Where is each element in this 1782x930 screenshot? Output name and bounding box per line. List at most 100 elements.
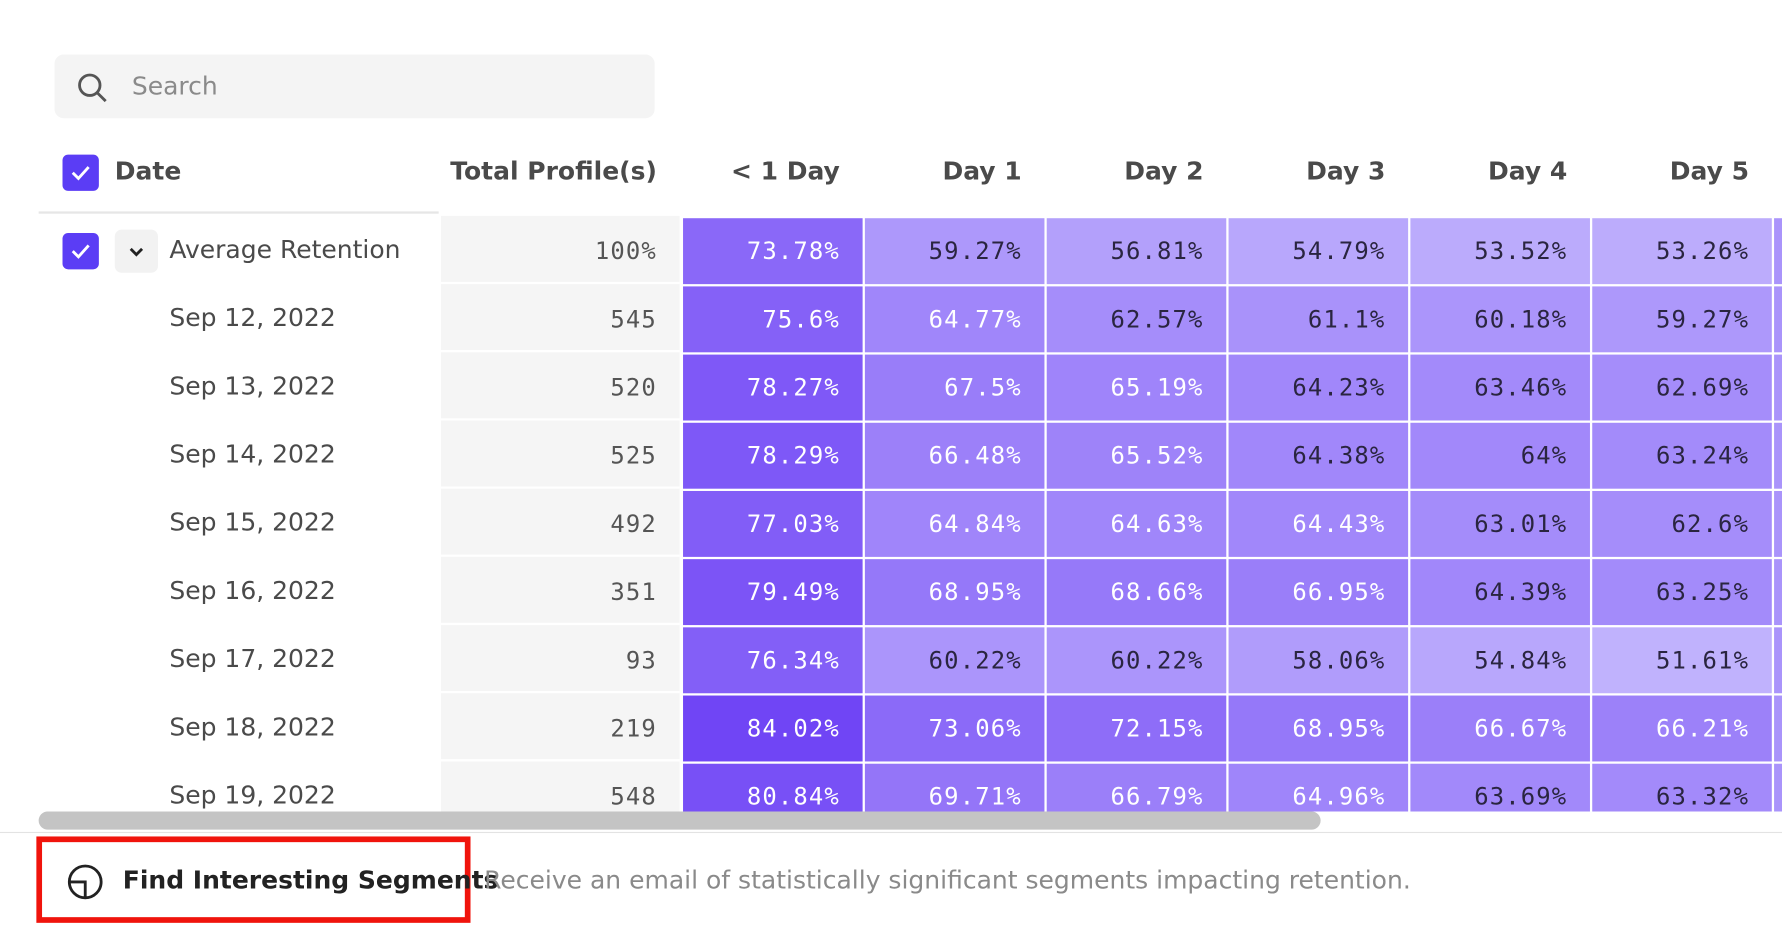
cut-column — [1774, 695, 1782, 762]
retention-cell[interactable]: 73.06% — [864, 695, 1045, 762]
find-segments-button[interactable]: Find Interesting Segments — [122, 867, 499, 896]
retention-cell[interactable]: 64.63% — [1046, 490, 1227, 557]
retention-cell[interactable]: 64.77% — [864, 286, 1045, 353]
retention-cell[interactable]: 58.06% — [1228, 627, 1409, 694]
total-cell: 219 — [610, 714, 657, 743]
retention-cell[interactable]: 78.27% — [683, 354, 863, 421]
column-header: < 1 Day — [730, 157, 840, 187]
scrollbar[interactable] — [38, 811, 1321, 830]
retention-cell[interactable]: 68.66% — [1046, 559, 1227, 626]
retention-cell[interactable]: 66.48% — [864, 422, 1045, 489]
total-cell-bg — [440, 352, 680, 421]
retention-cell[interactable]: 64.23% — [1228, 354, 1409, 421]
retention-cell[interactable]: 75.6% — [683, 286, 863, 353]
retention-cell[interactable]: 66.67% — [1410, 695, 1590, 762]
retention-cell[interactable]: 80.84% — [683, 763, 863, 812]
retention-cell[interactable]: 63.46% — [1410, 354, 1590, 421]
retention-cell[interactable]: 61.1% — [1228, 286, 1409, 353]
total-cell: 93 — [625, 646, 657, 674]
column-header: Day 1 — [942, 157, 1022, 187]
total-cell-bg — [440, 284, 680, 353]
retention-cell[interactable]: 51.61% — [1592, 627, 1772, 694]
retention-cell[interactable]: 63.69% — [1410, 763, 1590, 812]
retention-cell[interactable]: 67.5% — [864, 354, 1045, 421]
search-box[interactable] — [54, 54, 655, 119]
retention-cell[interactable]: 62.69% — [1592, 354, 1772, 421]
retention-cell[interactable]: 60.18% — [1410, 286, 1590, 353]
retention-cell[interactable]: 77.03% — [683, 490, 863, 557]
retention-cell[interactable]: 68.95% — [864, 559, 1045, 626]
retention-cell[interactable]: 59.27% — [1592, 286, 1772, 353]
total-cell: 492 — [610, 510, 657, 538]
cut-column — [1774, 218, 1782, 285]
row-checkbox[interactable] — [62, 232, 99, 270]
retention-cell[interactable]: 66.95% — [1228, 559, 1409, 626]
column-header: Date — [114, 157, 182, 187]
select-all-checkbox[interactable] — [62, 154, 99, 191]
search-placeholder: Search — [131, 72, 218, 102]
retention-cell[interactable]: 65.52% — [1046, 422, 1227, 489]
row-label: Sep 15, 2022 — [169, 509, 336, 538]
retention-cell[interactable]: 66.79% — [1046, 763, 1227, 812]
retention-cell[interactable]: 63.24% — [1592, 422, 1772, 489]
retention-cell[interactable]: 54.84% — [1410, 627, 1590, 694]
retention-cell[interactable]: 63.32% — [1592, 763, 1772, 812]
retention-cell[interactable]: 60.22% — [1046, 627, 1227, 694]
retention-cell[interactable]: 62.57% — [1046, 286, 1227, 353]
retention-cell[interactable]: 76.34% — [683, 627, 863, 694]
retention-cell[interactable]: 69.71% — [864, 763, 1045, 812]
row-label: Sep 17, 2022 — [169, 645, 336, 674]
cut-column — [1774, 422, 1782, 489]
retention-cell[interactable]: 53.26% — [1592, 218, 1772, 285]
total-cell-bg — [440, 488, 680, 557]
retention-cell[interactable]: 64.43% — [1228, 490, 1409, 557]
retention-cell[interactable]: 64.38% — [1228, 422, 1409, 489]
retention-cell[interactable]: 64.96% — [1228, 763, 1409, 812]
row-label: Sep 14, 2022 — [169, 440, 336, 470]
total-cell-bg — [440, 693, 680, 762]
retention-cell[interactable]: 84.02% — [683, 695, 863, 762]
retention-cell[interactable]: 59.27% — [864, 218, 1045, 285]
header-divider — [38, 211, 439, 214]
retention-cell[interactable]: 62.6% — [1592, 490, 1772, 557]
retention-cell[interactable]: 64.84% — [864, 490, 1045, 557]
retention-cell[interactable]: 73.78% — [683, 218, 863, 285]
retention-cell[interactable]: 78.29% — [683, 422, 863, 489]
retention-cell[interactable]: 65.19% — [1046, 354, 1227, 421]
cut-column — [1774, 627, 1782, 694]
total-cell: 548 — [610, 783, 657, 811]
total-cell: 545 — [610, 305, 657, 333]
retention-cell[interactable]: 66.21% — [1592, 695, 1772, 762]
total-cell-bg — [440, 556, 680, 626]
footer-divider — [0, 831, 1782, 834]
total-cell: 520 — [610, 373, 657, 402]
expand-toggle[interactable] — [114, 229, 158, 273]
retention-cell[interactable]: 60.22% — [864, 627, 1045, 694]
row-label: Sep 13, 2022 — [169, 372, 336, 402]
retention-cell[interactable]: 53.52% — [1410, 218, 1590, 285]
total-cell-bg — [440, 625, 680, 694]
segments-icon — [67, 864, 103, 900]
retention-cell[interactable]: 54.79% — [1228, 218, 1409, 285]
retention-cell[interactable]: 63.25% — [1592, 559, 1772, 626]
total-cell: 100% — [594, 237, 657, 265]
retention-cell[interactable]: 64.39% — [1410, 559, 1590, 626]
row-label: Average Retention — [169, 236, 401, 265]
retention-cell[interactable]: 63.01% — [1410, 490, 1590, 557]
row-label: Sep 16, 2022 — [169, 577, 336, 606]
retention-cell[interactable]: 68.95% — [1228, 695, 1409, 762]
retention-cell[interactable]: 72.15% — [1046, 695, 1227, 762]
row-label: Sep 18, 2022 — [169, 713, 336, 743]
retention-cell[interactable]: 79.49% — [683, 559, 863, 626]
cut-column — [1774, 490, 1782, 557]
retention-cell[interactable]: 56.81% — [1046, 218, 1227, 285]
highlight-box — [36, 836, 471, 923]
table-body: Average Retention 100% 73.78% 59.27% 56.81% 5… — [0, 214, 1782, 812]
retention-cell[interactable]: 64% — [1410, 422, 1590, 489]
cut-column — [1774, 354, 1782, 421]
search-icon — [78, 73, 107, 103]
cut-column — [1774, 763, 1782, 812]
total-cell-bg — [440, 215, 680, 285]
